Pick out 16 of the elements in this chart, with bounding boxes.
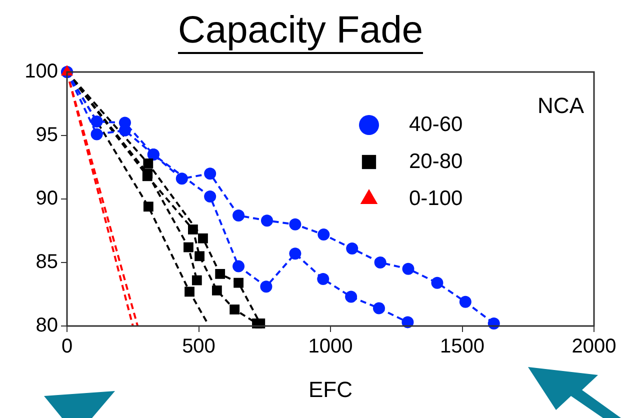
legend-label: 20-80 <box>409 150 463 173</box>
x-tick-label: 1000 <box>308 336 353 358</box>
y-tick-label: 100 <box>24 60 58 83</box>
legend-label: 0-100 <box>409 186 463 210</box>
chart-title: Capacity Fade <box>178 9 424 52</box>
y-tick-label: 85 <box>36 251 58 274</box>
x-tick-label: 1500 <box>440 336 484 358</box>
legend-label: 40-60 <box>409 112 463 136</box>
annotation: NCA <box>538 93 584 118</box>
y-tick-label: 90 <box>36 188 58 210</box>
x-axis-title: EFC <box>308 376 353 402</box>
x-tick-label: 0 <box>61 336 73 358</box>
y-tick-label: 80 <box>36 314 58 337</box>
y-tick-label: 95 <box>36 124 58 146</box>
x-tick-label: 2000 <box>572 336 616 358</box>
x-tick-label: 500 <box>182 336 216 358</box>
